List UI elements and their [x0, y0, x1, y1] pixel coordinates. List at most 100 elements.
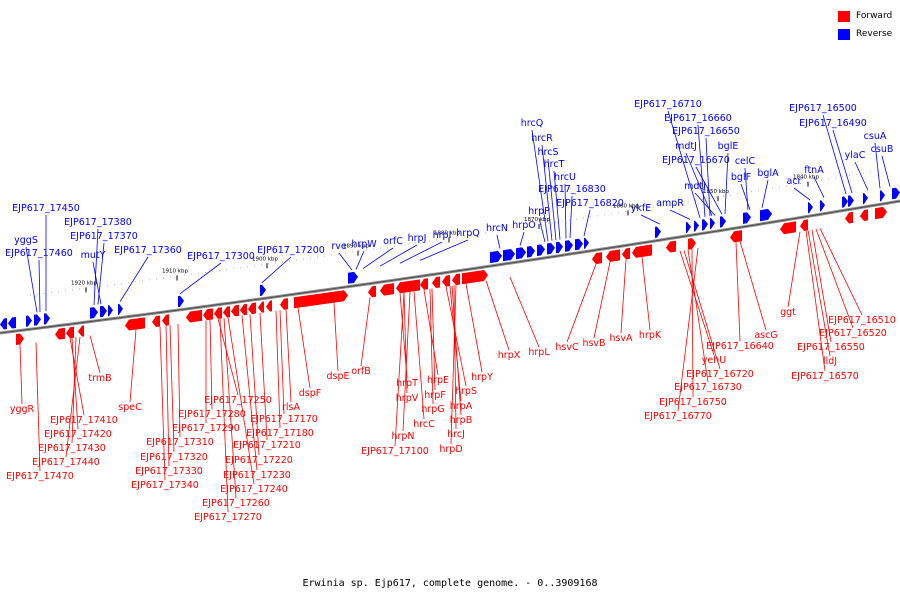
reverse-gene-arrow[interactable]: [842, 196, 848, 208]
reverse-gene-arrow[interactable]: [537, 244, 545, 257]
reverse-gene-label[interactable]: hrcQ: [521, 118, 543, 129]
forward-gene-arrow[interactable]: [845, 211, 853, 224]
forward-gene-label[interactable]: hrpN: [391, 431, 414, 442]
forward-gene-label[interactable]: hrpX: [498, 350, 521, 361]
reverse-gene-label[interactable]: celC: [735, 156, 756, 167]
forward-gene-label[interactable]: EJP617_17220: [225, 455, 293, 466]
reverse-gene-label[interactable]: ampR: [656, 198, 684, 209]
reverse-gene-arrow[interactable]: [820, 200, 825, 212]
reverse-gene-label[interactable]: csuA: [864, 131, 887, 142]
reverse-gene-label[interactable]: hrcN: [486, 223, 508, 234]
forward-gene-label[interactable]: hrpA: [450, 401, 473, 412]
reverse-gene-label[interactable]: rve: [331, 241, 347, 252]
reverse-gene-arrow[interactable]: [516, 247, 526, 260]
forward-gene-arrow[interactable]: [780, 221, 796, 235]
forward-gene-arrow[interactable]: [452, 273, 460, 286]
reverse-gene-label[interactable]: ftnA: [804, 165, 824, 176]
forward-gene-arrow[interactable]: [280, 298, 288, 310]
reverse-gene-label[interactable]: EJP617_17360: [114, 245, 182, 256]
reverse-gene-label[interactable]: EJP617_17380: [64, 217, 132, 228]
reverse-gene-label[interactable]: hrpP: [528, 206, 550, 217]
forward-gene-label[interactable]: EJP617_17410: [50, 415, 118, 426]
forward-gene-label[interactable]: EJP617_17250: [204, 395, 272, 406]
reverse-gene-label[interactable]: hrpO: [512, 220, 535, 231]
reverse-gene-label[interactable]: hrcR: [531, 133, 553, 144]
reverse-gene-arrow[interactable]: [848, 195, 854, 207]
reverse-gene-label[interactable]: yggS: [14, 235, 38, 246]
forward-gene-label[interactable]: EJP617_16750: [659, 397, 727, 408]
reverse-gene-arrow[interactable]: [863, 193, 868, 205]
reverse-gene-arrow[interactable]: [710, 218, 715, 230]
reverse-gene-label[interactable]: hrcT: [544, 159, 565, 170]
forward-gene-label[interactable]: hrpG: [421, 404, 444, 415]
forward-gene-label[interactable]: hrcJ: [447, 429, 465, 440]
forward-gene-label[interactable]: hrpF: [424, 390, 445, 401]
forward-gene-label[interactable]: EJP617_17340: [131, 480, 199, 491]
forward-gene-label[interactable]: EJP617_17280: [178, 409, 246, 420]
forward-gene-arrow[interactable]: [730, 230, 742, 243]
reverse-gene-label[interactable]: bglE: [718, 141, 739, 152]
forward-gene-label[interactable]: EJP617_16570: [791, 371, 859, 382]
forward-gene-arrow[interactable]: [622, 247, 630, 260]
reverse-gene-arrow[interactable]: [108, 305, 113, 317]
reverse-gene-label[interactable]: acr: [787, 176, 802, 187]
forward-gene-label[interactable]: EJP617_17430: [38, 443, 106, 454]
reverse-gene-label[interactable]: EJP617_16660: [664, 113, 732, 124]
forward-gene-arrow[interactable]: [420, 278, 428, 290]
reverse-gene-label[interactable]: hrpI: [433, 230, 452, 241]
forward-gene-label[interactable]: EJP617_17180: [246, 428, 314, 439]
reverse-gene-label[interactable]: EJP617_16670: [662, 155, 730, 166]
forward-gene-arrow[interactable]: [688, 238, 696, 250]
forward-gene-label[interactable]: hrpK: [639, 330, 662, 341]
reverse-gene-arrow[interactable]: [686, 221, 691, 233]
forward-gene-arrow[interactable]: [231, 304, 239, 317]
forward-gene-label[interactable]: EJP617_17260: [202, 498, 270, 509]
reverse-gene-label[interactable]: mutY: [81, 250, 106, 261]
reverse-gene-arrow[interactable]: [808, 202, 813, 214]
reverse-gene-label[interactable]: hrpW: [351, 239, 377, 250]
reverse-gene-label[interactable]: ylaC: [845, 150, 866, 161]
forward-gene-arrow[interactable]: [432, 276, 440, 289]
forward-gene-arrow[interactable]: [800, 219, 808, 231]
reverse-gene-label[interactable]: EJP617_16820: [556, 198, 624, 209]
reverse-gene-label[interactable]: mdtI: [684, 181, 706, 192]
forward-gene-label[interactable]: hrcC: [413, 419, 435, 430]
forward-gene-label[interactable]: EJP617_17230: [223, 470, 291, 481]
forward-gene-arrow[interactable]: [266, 300, 272, 312]
forward-gene-arrow[interactable]: [125, 317, 145, 331]
forward-gene-label[interactable]: hrpY: [471, 372, 493, 383]
reverse-gene-arrow[interactable]: [527, 246, 535, 258]
reverse-gene-arrow[interactable]: [260, 284, 266, 296]
reverse-gene-label[interactable]: hrcU: [554, 172, 576, 183]
forward-gene-arrow[interactable]: [380, 283, 394, 296]
reverse-gene-arrow[interactable]: [547, 242, 555, 255]
reverse-gene-label[interactable]: orfC: [383, 236, 403, 247]
reverse-gene-arrow[interactable]: [694, 220, 699, 232]
reverse-gene-label[interactable]: EJP617_17370: [70, 231, 138, 242]
reverse-gene-label[interactable]: EJP617_17450: [12, 203, 80, 214]
forward-gene-label[interactable]: hrpB: [450, 415, 472, 426]
forward-gene-arrow[interactable]: [442, 275, 450, 287]
forward-gene-label[interactable]: EJP617_17210: [233, 440, 301, 451]
reverse-gene-label[interactable]: mdtJ: [675, 141, 697, 152]
forward-gene-label[interactable]: EJP617_17170: [250, 414, 318, 425]
reverse-gene-arrow[interactable]: [44, 313, 50, 325]
forward-gene-label[interactable]: EJP617_16720: [686, 369, 754, 380]
forward-gene-label[interactable]: EJP617_17310: [146, 437, 214, 448]
forward-gene-arrow[interactable]: [78, 325, 84, 337]
forward-gene-label[interactable]: hrpS: [455, 386, 477, 397]
forward-gene-label[interactable]: EJP617_16640: [706, 341, 774, 352]
forward-gene-arrow[interactable]: [592, 252, 602, 265]
forward-gene-label[interactable]: rlsA: [282, 402, 300, 413]
reverse-gene-arrow[interactable]: [0, 318, 7, 330]
reverse-gene-arrow[interactable]: [743, 212, 751, 224]
forward-gene-label[interactable]: hsvC: [555, 342, 579, 353]
forward-gene-label[interactable]: hsvB: [582, 338, 605, 349]
forward-gene-label[interactable]: hrpD: [439, 444, 462, 455]
reverse-gene-arrow[interactable]: [8, 317, 16, 329]
forward-gene-label[interactable]: yggR: [10, 404, 35, 415]
reverse-gene-label[interactable]: EJP617_16710: [634, 99, 702, 110]
reverse-gene-arrow[interactable]: [34, 314, 41, 326]
forward-gene-label[interactable]: EJP617_16510: [828, 315, 896, 326]
reverse-gene-label[interactable]: hrpJ: [408, 233, 427, 244]
